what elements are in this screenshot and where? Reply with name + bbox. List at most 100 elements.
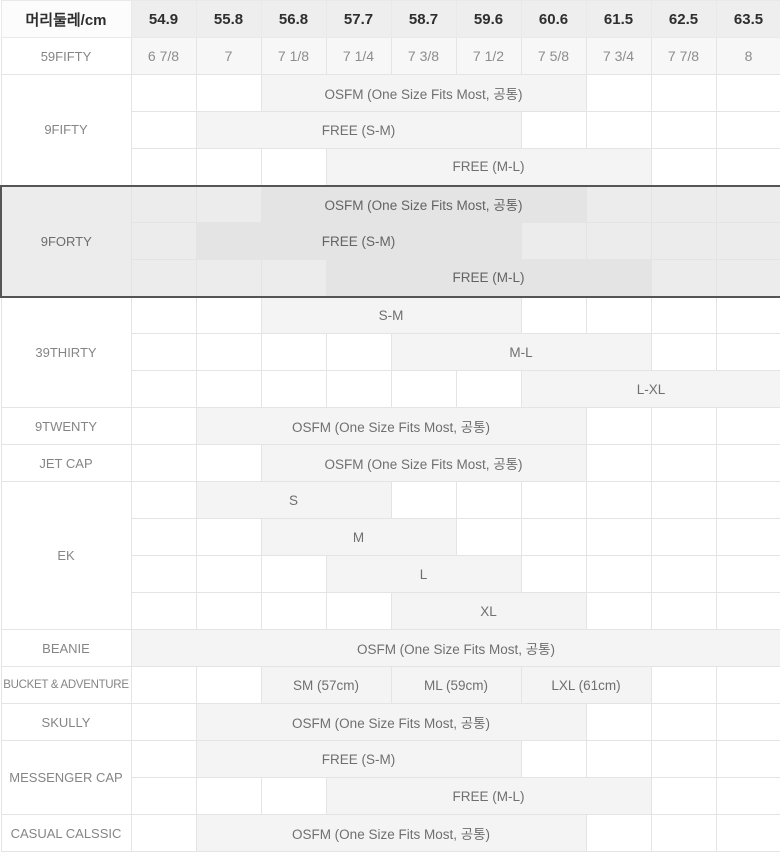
row-label-beanie: BEANIE (0, 629, 132, 667)
size-range-cell: S-M (260, 296, 522, 334)
empty-cell (260, 555, 327, 593)
row-label-9forty: 9FORTY (0, 184, 132, 298)
empty-cell (715, 148, 780, 186)
empty-cell (520, 481, 587, 519)
empty-cell (195, 555, 262, 593)
empty-cell (585, 74, 652, 112)
row-label-9twenty: 9TWENTY (0, 407, 132, 445)
empty-cell (130, 184, 197, 223)
row-9forty-osfm[interactable]: 9FORTY OSFM (One Size Fits Most, 공통) (0, 184, 780, 298)
empty-cell (715, 296, 780, 334)
empty-cell (585, 222, 652, 260)
empty-cell (455, 370, 522, 408)
empty-cell (650, 296, 717, 334)
empty-cell (715, 666, 780, 704)
row-casual-classic[interactable]: CASUAL CALSSIC OSFM (One Size Fits Most,… (0, 814, 780, 852)
row-59fifty[interactable]: 59FIFTY 6 7/8 7 7 1/8 7 1/4 7 3/8 7 1/2 … (0, 37, 780, 75)
row-messenger-free-sm[interactable]: MESSENGER CAP FREE (S-M) (0, 740, 780, 815)
empty-cell (715, 74, 780, 112)
row-9fifty-free-ml[interactable]: FREE (M-L) (1, 148, 780, 186)
row-9forty-free-sm[interactable]: FREE (S-M) (1, 222, 780, 260)
empty-cell (585, 555, 652, 593)
empty-cell (195, 518, 262, 556)
size-range-cell: OSFM (One Size Fits Most, 공통) (130, 629, 780, 667)
empty-cell (195, 333, 262, 371)
row-9fifty-osfm[interactable]: 9FIFTY OSFM (One Size Fits Most, 공통) (0, 74, 780, 186)
row-beanie[interactable]: BEANIE OSFM (One Size Fits Most, 공통) (0, 629, 780, 667)
size-range-cell: FREE (M-L) (325, 777, 652, 815)
empty-cell (130, 148, 197, 186)
size-range-cell: XL (390, 592, 587, 630)
empty-cell (195, 296, 262, 334)
empty-cell (195, 592, 262, 630)
empty-cell (715, 222, 780, 260)
empty-cell (195, 74, 262, 112)
row-bucket-adventure[interactable]: BUCKET & ADVENTURE SM (57cm) ML (59cm) L… (0, 666, 780, 704)
empty-cell (130, 259, 197, 298)
empty-cell (130, 333, 197, 371)
empty-cell (650, 814, 717, 852)
empty-cell (650, 333, 717, 371)
empty-cell (130, 111, 197, 149)
empty-cell (650, 111, 717, 149)
size-range-cell: LXL (61cm) (520, 666, 652, 704)
row-ek-m[interactable]: M (1, 518, 780, 556)
empty-cell (130, 444, 197, 482)
empty-cell (390, 370, 457, 408)
size-value-cell: 7 3/8 (390, 37, 457, 75)
empty-cell (715, 333, 780, 371)
empty-cell (130, 592, 197, 630)
row-9twenty[interactable]: 9TWENTY OSFM (One Size Fits Most, 공통) (0, 407, 780, 445)
empty-cell (715, 518, 780, 556)
row-39thirty-ml[interactable]: M-L (1, 333, 780, 371)
row-label-messenger-cap: MESSENGER CAP (0, 740, 132, 815)
empty-cell (650, 407, 717, 445)
size-range-cell: OSFM (One Size Fits Most, 공통) (195, 703, 587, 741)
size-value-cell: 7 1/8 (260, 37, 327, 75)
empty-cell (130, 481, 197, 519)
empty-cell (260, 259, 327, 298)
size-value-cell: 7 1/2 (455, 37, 522, 75)
empty-cell (130, 74, 197, 112)
size-range-cell: SM (57cm) (260, 666, 392, 704)
empty-cell (715, 259, 780, 298)
size-range-cell: FREE (S-M) (195, 740, 522, 778)
empty-cell (585, 592, 652, 630)
empty-cell (130, 666, 197, 704)
empty-cell (325, 592, 392, 630)
row-label-skully: SKULLY (0, 703, 132, 741)
empty-cell (650, 259, 717, 298)
empty-cell (650, 444, 717, 482)
row-label-casual-classic: CASUAL CALSSIC (0, 814, 132, 852)
empty-cell (130, 814, 197, 852)
row-jet-cap[interactable]: JET CAP OSFM (One Size Fits Most, 공통) (0, 444, 780, 482)
size-range-cell: FREE (S-M) (195, 222, 522, 260)
header-cell: 59.6 (455, 0, 522, 38)
row-ek-s[interactable]: EK S (0, 481, 780, 630)
row-39thirty-sm[interactable]: 39THIRTY S-M (0, 296, 780, 408)
row-messenger-free-ml[interactable]: FREE (M-L) (1, 777, 780, 815)
size-range-cell: ML (59cm) (390, 666, 522, 704)
empty-cell (715, 703, 780, 741)
empty-cell (195, 259, 262, 298)
empty-cell (585, 518, 652, 556)
row-ek-l[interactable]: L (1, 555, 780, 593)
row-label-59fifty: 59FIFTY (0, 37, 132, 75)
empty-cell (130, 703, 197, 741)
size-range-cell: OSFM (One Size Fits Most, 공통) (195, 407, 587, 445)
row-ek-xl[interactable]: XL (1, 592, 780, 630)
header-cell: 55.8 (195, 0, 262, 38)
row-skully[interactable]: SKULLY OSFM (One Size Fits Most, 공통) (0, 703, 780, 741)
size-value-cell: 7 3/4 (585, 37, 652, 75)
row-9forty-free-ml[interactable]: FREE (M-L) (1, 259, 780, 298)
empty-cell (715, 777, 780, 815)
row-label-ek: EK (0, 481, 132, 630)
header-cell: 54.9 (130, 0, 197, 38)
size-range-cell: L-XL (520, 370, 780, 408)
size-range-cell: OSFM (One Size Fits Most, 공통) (260, 184, 587, 223)
header-corner-cell: 머리둘레/cm (0, 0, 132, 38)
empty-cell (715, 184, 780, 223)
empty-cell (520, 111, 587, 149)
empty-cell (260, 592, 327, 630)
